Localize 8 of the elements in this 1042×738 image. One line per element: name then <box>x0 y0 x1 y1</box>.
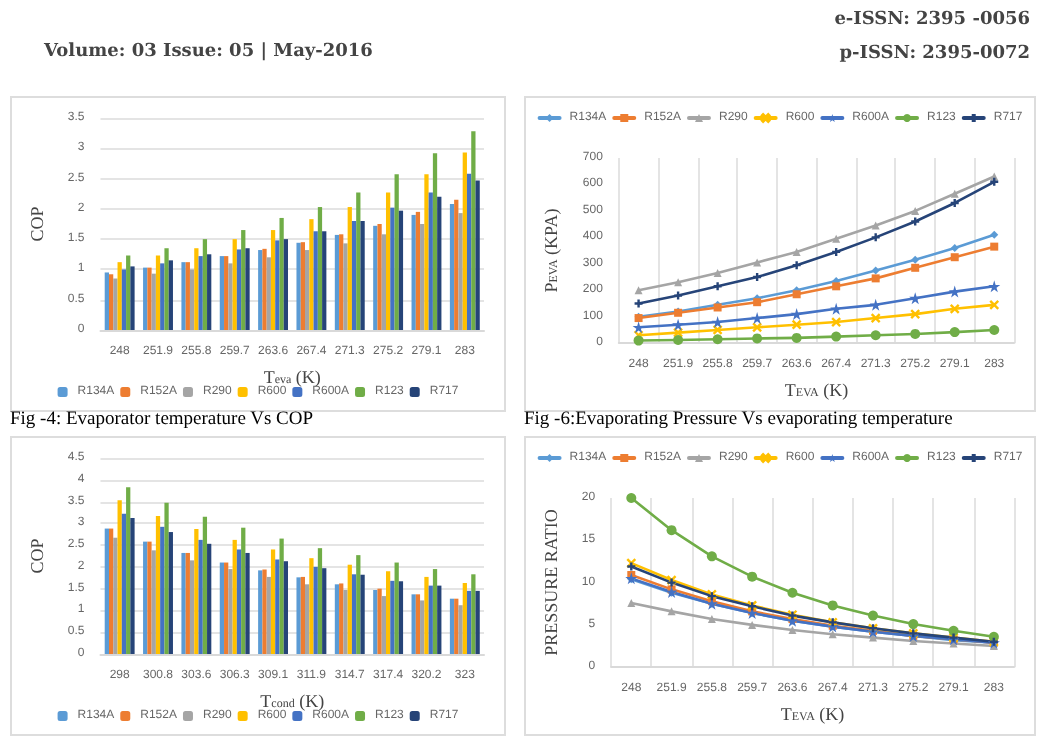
text: p-ISSN: 2395-0072 <box>839 44 1030 64</box>
y-axis-title: COP <box>27 206 47 242</box>
text: Volume: 03 Issue: 05 | May-2016 <box>44 42 373 62</box>
y-axis-title: COP <box>27 538 47 574</box>
text: e-ISSN: 2395 -0056 <box>834 10 1030 30</box>
text: Fig -6:Evaporating Pressure Vs evaporating temperature <box>524 410 953 430</box>
text: Fig -4: Evaporator temperature Vs COP <box>10 410 314 430</box>
y-axis-title: PRESSURE RATIO <box>541 508 561 656</box>
